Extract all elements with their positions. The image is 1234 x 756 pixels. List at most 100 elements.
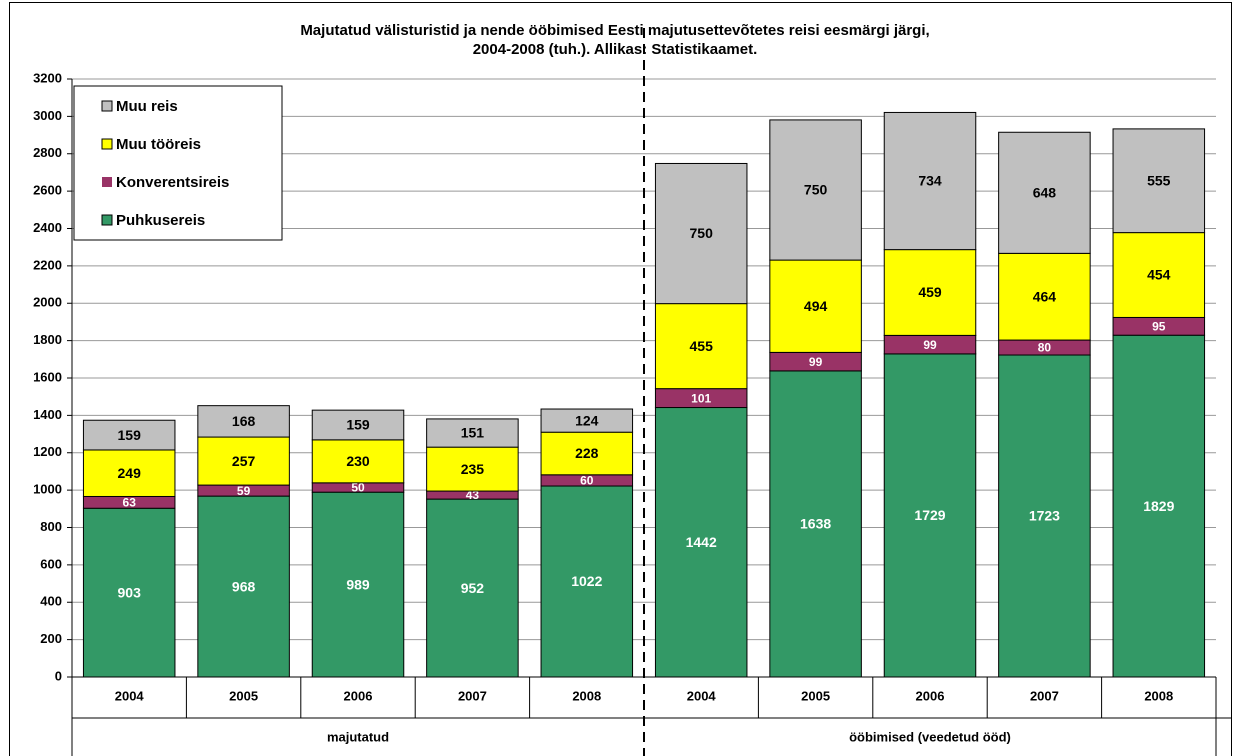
legend-swatch: [101, 214, 113, 226]
data-label: 168: [232, 413, 256, 429]
legend-label: Puhkusereis: [116, 212, 205, 229]
bar-segment: [426, 446, 519, 492]
data-label: 494: [804, 298, 828, 314]
bar-segment: [883, 111, 977, 251]
data-label: 1723: [1029, 508, 1060, 524]
group-label: ööbimised (veedetud ööd): [849, 729, 1011, 744]
bar-segment: [426, 418, 519, 448]
data-label: 249: [118, 465, 142, 481]
x-tick-label: 2007: [1030, 688, 1059, 703]
bar-segment: [769, 259, 862, 353]
y-tick-label: 800: [40, 519, 62, 534]
y-tick-label: 2000: [33, 295, 62, 310]
legend-label: Muu tööreis: [116, 136, 201, 153]
data-label: 99: [809, 355, 823, 369]
y-tick-label: 1400: [33, 407, 62, 422]
bar-segment: [540, 408, 634, 433]
bar-segment: [769, 119, 862, 261]
data-label: 50: [351, 481, 365, 495]
bar-segment: [82, 449, 176, 497]
bar-segment: [82, 419, 176, 451]
data-label: 60: [580, 474, 594, 488]
y-tick-label: 3000: [33, 108, 62, 123]
x-tick-label: 2006: [344, 688, 373, 703]
data-label: 903: [118, 584, 142, 600]
bar-segment: [654, 162, 748, 305]
data-label: 459: [918, 284, 942, 300]
data-label: 1729: [914, 507, 945, 523]
bar-segment: [82, 507, 176, 678]
data-label: 734: [918, 173, 942, 189]
bar-segment: [998, 354, 1091, 678]
bar-segment: [426, 498, 519, 678]
data-label: 124: [575, 412, 599, 428]
bar-segment: [883, 353, 977, 678]
y-tick-label: 0: [55, 668, 62, 683]
data-label: 99: [923, 338, 937, 352]
bar-segment: [197, 495, 290, 678]
y-tick-label: 1200: [33, 444, 62, 459]
data-label: 648: [1033, 185, 1057, 201]
y-tick-label: 2800: [33, 145, 62, 160]
data-label: 1638: [800, 516, 831, 532]
x-tick-label: 2004: [687, 688, 717, 703]
legend-label: Muu reis: [116, 98, 178, 115]
y-tick-label: 2400: [33, 220, 62, 235]
data-label: 1829: [1143, 498, 1174, 514]
bar-segment: [1112, 334, 1206, 678]
x-tick-label: 2006: [916, 688, 945, 703]
chart-title: Majutatud välisturistid ja nende ööbimis…: [300, 22, 929, 39]
bar-segment: [311, 409, 405, 441]
data-label: 43: [466, 488, 480, 502]
data-label: 555: [1147, 172, 1171, 188]
legend-swatch: [101, 100, 113, 112]
bar-segment: [1112, 232, 1206, 318]
data-label: 159: [346, 417, 370, 433]
data-label: 1442: [686, 534, 717, 550]
bar-segment: [197, 436, 290, 486]
bar-segment: [197, 405, 290, 438]
data-label: 989: [346, 576, 370, 592]
x-tick-label: 2004: [115, 688, 145, 703]
bar-segment: [883, 249, 977, 336]
bar-segment: [998, 131, 1091, 254]
data-label: 968: [232, 578, 256, 594]
data-label: 159: [118, 427, 142, 443]
chart-title: 2004-2008 (tuh.). Allikas: Statistikaame…: [473, 41, 758, 58]
x-tick-label: 2007: [458, 688, 487, 703]
y-tick-label: 3200: [33, 70, 62, 85]
y-tick-label: 600: [40, 556, 62, 571]
data-label: 1022: [571, 573, 602, 589]
data-label: 59: [237, 484, 251, 498]
data-label: 750: [804, 182, 828, 198]
data-label: 151: [461, 425, 485, 441]
y-tick-label: 2200: [33, 257, 62, 272]
data-label: 228: [575, 445, 599, 461]
bar-segment: [654, 407, 748, 678]
legend-swatch: [102, 177, 112, 187]
data-label: 750: [690, 225, 714, 241]
data-label: 235: [461, 461, 485, 477]
legend-label: Konverentsireis: [116, 174, 229, 191]
x-tick-label: 2008: [1144, 688, 1173, 703]
y-tick-label: 1600: [33, 369, 62, 384]
y-tick-label: 400: [40, 594, 62, 609]
x-tick-label: 2008: [572, 688, 601, 703]
data-label: 454: [1147, 267, 1171, 283]
bar-segment: [311, 439, 405, 484]
bar-segment: [540, 485, 634, 678]
bar-segment: [1112, 128, 1206, 234]
group-label: majutatud: [327, 729, 389, 744]
legend-box: [73, 85, 283, 241]
x-tick-label: 2005: [229, 688, 258, 703]
data-label: 257: [232, 453, 256, 469]
y-tick-label: 200: [40, 631, 62, 646]
data-label: 952: [461, 580, 485, 596]
data-label: 101: [691, 391, 711, 405]
x-tick-label: 2005: [801, 688, 830, 703]
data-label: 63: [123, 496, 137, 510]
data-label: 464: [1033, 288, 1057, 304]
y-tick-label: 2600: [33, 183, 62, 198]
data-label: 230: [346, 453, 370, 469]
